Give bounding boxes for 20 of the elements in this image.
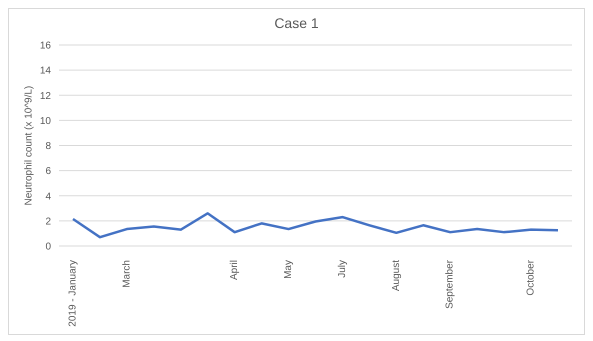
y-tick-label: 2 bbox=[45, 216, 52, 228]
y-tick-label: 4 bbox=[45, 191, 52, 202]
x-tick-label: September bbox=[444, 259, 456, 309]
x-tick-label: July bbox=[336, 260, 348, 278]
chart-title: Case 1 bbox=[273, 14, 320, 33]
x-tick-label: August bbox=[390, 260, 402, 292]
y-tick-label: 0 bbox=[45, 242, 52, 253]
x-tick-label: 2019 - January bbox=[68, 260, 78, 327]
x-tick-label: April bbox=[229, 260, 240, 280]
x-tick-label: October bbox=[526, 259, 537, 296]
line-series bbox=[72, 212, 560, 238]
x-tick-label: March bbox=[121, 260, 132, 288]
y-tick-label: 14 bbox=[40, 66, 52, 77]
y-axis-title: Neutrophil count (x 10^9/L) bbox=[24, 86, 35, 206]
y-tick-label: 12 bbox=[40, 90, 52, 102]
x-tick-label: May bbox=[283, 260, 294, 279]
y-tick-label: 8 bbox=[45, 141, 52, 152]
y-tick-label: 6 bbox=[45, 166, 52, 178]
y-tick-label: 16 bbox=[40, 40, 52, 52]
y-tick-label: 10 bbox=[40, 116, 52, 127]
